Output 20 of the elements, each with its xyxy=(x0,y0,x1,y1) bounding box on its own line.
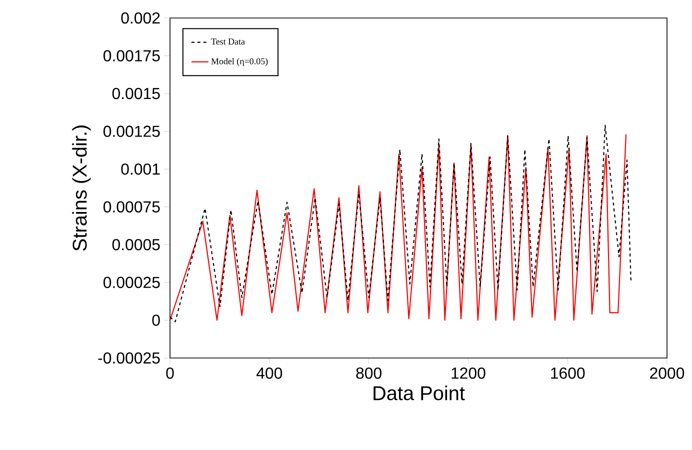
legend-label: Test Data xyxy=(211,38,245,45)
x-tick-label: 2000 xyxy=(650,368,684,379)
x-axis-title: Data Point xyxy=(374,386,465,400)
y-tick-label: 0 xyxy=(152,314,160,326)
y-axis-title: Strains (X-dir.) xyxy=(72,126,91,251)
y-tick-label: 0.00125 xyxy=(103,126,160,137)
legend-label: Model (η=0.05) xyxy=(211,58,268,66)
x-tick-label: 400 xyxy=(256,368,282,379)
y-tick-label: 0.0015 xyxy=(112,88,160,100)
y-tick-label: 0.001 xyxy=(121,163,160,175)
x-tick-label: 800 xyxy=(356,368,382,379)
y-tick-label: -0.00025 xyxy=(98,352,160,364)
y-tick-label: 0.0005 xyxy=(112,239,160,250)
y-tick-label: 0.00025 xyxy=(103,276,160,288)
y-tick-label: 0.00175 xyxy=(103,50,160,62)
x-tick-label: 1200 xyxy=(452,368,486,379)
x-tick-label: 0 xyxy=(166,368,174,379)
x-tick-label: 1600 xyxy=(551,368,585,379)
y-tick-label: 0.00075 xyxy=(103,201,160,213)
y-tick-label: 0.002 xyxy=(121,12,160,24)
